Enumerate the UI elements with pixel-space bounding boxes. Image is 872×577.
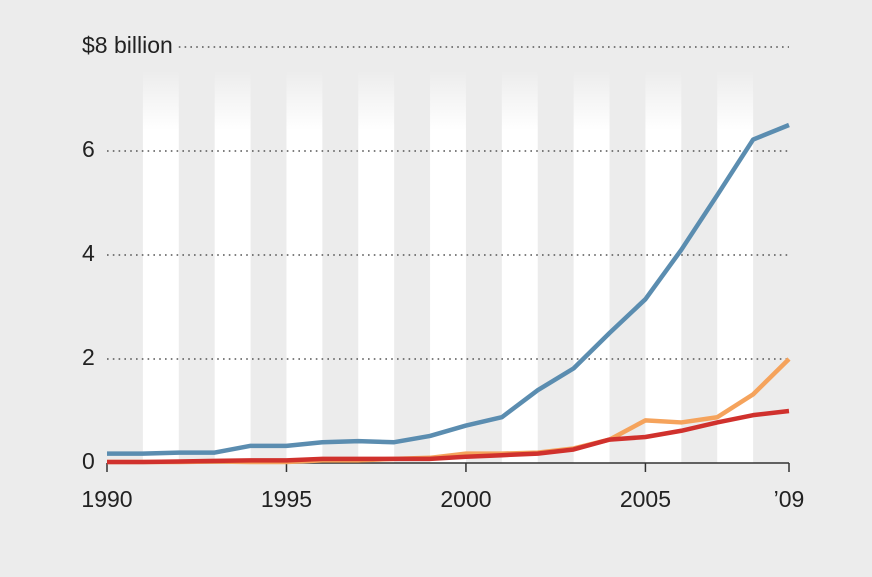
year-band bbox=[142, 70, 179, 130]
year-band bbox=[501, 130, 538, 463]
year-band bbox=[286, 70, 323, 130]
year-band bbox=[358, 70, 395, 130]
year-band bbox=[214, 70, 251, 130]
year-band bbox=[430, 70, 466, 130]
year-band bbox=[142, 130, 179, 463]
series-line bbox=[107, 122, 790, 456]
year-band bbox=[501, 70, 538, 130]
y-tick-label: $8 billion bbox=[82, 32, 173, 58]
series-line bbox=[107, 408, 790, 465]
year-band bbox=[645, 130, 682, 463]
year-band bbox=[573, 70, 610, 130]
y-tick-label: 0 bbox=[82, 448, 95, 474]
y-tick-label: 4 bbox=[82, 240, 95, 266]
year-band bbox=[573, 130, 610, 463]
year-band bbox=[358, 130, 395, 463]
x-tick-label: ’09 bbox=[774, 486, 805, 512]
x-tick-label: 2005 bbox=[620, 486, 671, 512]
x-tick-label: 1990 bbox=[81, 486, 132, 512]
x-tick-label: 1995 bbox=[261, 486, 312, 512]
y-tick-label: 2 bbox=[82, 344, 95, 370]
year-band bbox=[717, 70, 754, 130]
y-tick-label: 6 bbox=[82, 136, 95, 162]
year-band bbox=[286, 130, 323, 463]
year-band bbox=[214, 130, 251, 463]
year-band bbox=[645, 70, 682, 130]
year-band bbox=[430, 130, 466, 463]
x-tick-label: 2000 bbox=[440, 486, 491, 512]
